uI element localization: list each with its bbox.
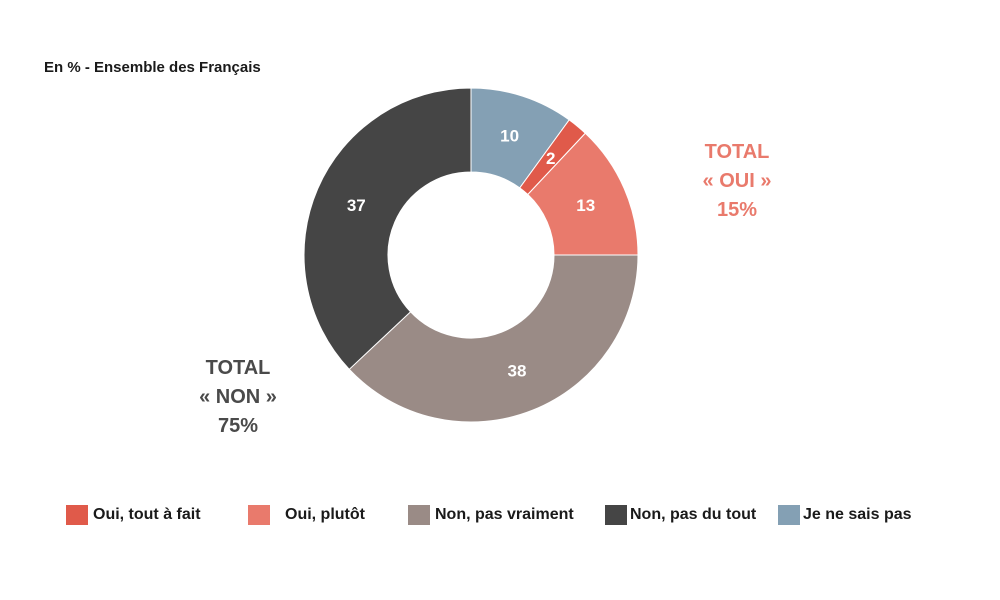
total-non-line-2: « NON »: [199, 386, 277, 408]
legend-swatch-oui-plutot: [248, 505, 270, 525]
legend-label-non-pas-du-tout: Non, pas du tout: [630, 506, 757, 523]
total-oui-annotation: TOTAL « OUI » 15%: [667, 138, 807, 225]
legend-swatch-non-pas-vraiment: [408, 505, 430, 525]
total-oui-line-2: « OUI »: [702, 170, 772, 192]
legend-item-non-pas-du-tout: Non, pas du tout: [605, 505, 756, 525]
data-label-non-pas-du-tout: 37: [347, 196, 366, 215]
donut-slice-non-pas-du-tout: [303, 87, 472, 371]
data-label-non-pas-vraiment: 38: [508, 362, 527, 381]
data-label-oui-plutot: 13: [576, 196, 595, 215]
total-non-annotation: TOTAL « NON » 75%: [168, 354, 308, 441]
donut-slice-labels: 10 2 13 38 37: [347, 127, 595, 381]
total-non-line-1: TOTAL: [205, 357, 271, 379]
legend-label-oui-plutot: Oui, plutôt: [285, 506, 365, 523]
data-label-oui-tout-a-fait: 2: [546, 149, 555, 168]
total-oui-line-3: 15%: [716, 199, 758, 221]
total-non-line-3: 75%: [217, 415, 259, 437]
total-oui-line-1: TOTAL: [704, 141, 770, 163]
page-subtitle: En % - Ensemble des Français: [44, 59, 261, 76]
donut-slice-non-pas-vraiment: [348, 254, 639, 423]
data-label-je-ne-sais-pas: 10: [500, 127, 519, 146]
legend-swatch-oui-tout-a-fait: [66, 505, 88, 525]
legend-item-je-ne-sais-pas: Je ne sais pas: [778, 505, 912, 525]
legend-label-oui-tout-a-fait: Oui, tout à fait: [93, 506, 201, 523]
legend-item-oui-plutot: Oui, plutôt: [248, 505, 365, 525]
legend-swatch-non-pas-du-tout: [605, 505, 627, 525]
legend-swatch-je-ne-sais-pas: [778, 505, 800, 525]
legend-label-je-ne-sais-pas: Je ne sais pas: [803, 506, 912, 523]
legend-item-non-pas-vraiment: Non, pas vraiment: [408, 505, 574, 525]
legend-item-oui-tout-a-fait: Oui, tout à fait: [66, 505, 201, 525]
donut-slices: [303, 87, 639, 423]
legend-label-non-pas-vraiment: Non, pas vraiment: [435, 506, 574, 523]
